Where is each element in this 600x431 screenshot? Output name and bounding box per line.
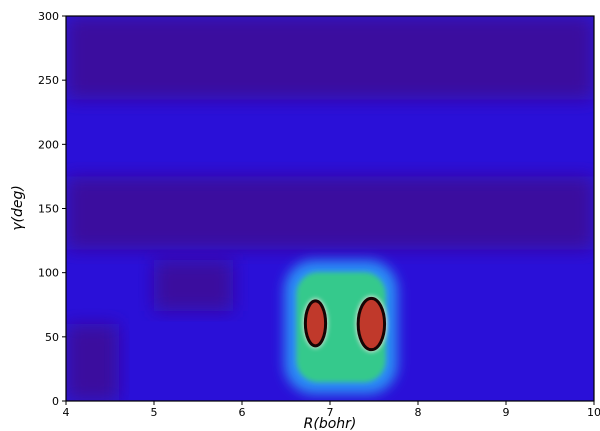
heatmap-peak-5 xyxy=(303,298,328,348)
heatmap-mid-region xyxy=(284,260,398,395)
y-axis: 0 50 100 150 200 250 300 xyxy=(38,10,66,408)
x-tick-label: 4 xyxy=(63,406,70,419)
heatmap-peak-6 xyxy=(356,296,387,352)
y-tick-label: 200 xyxy=(38,138,59,151)
x-tick-label: 10 xyxy=(587,406,600,419)
heatmap-low-region xyxy=(66,16,594,100)
x-axis-title: R(bohr) xyxy=(304,416,357,431)
x-axis: 4 5 6 7 8 9 10 xyxy=(63,401,600,419)
heatmap-mid-core xyxy=(296,272,386,383)
y-tick-label: 150 xyxy=(38,203,59,216)
heatmap-peak-core xyxy=(356,296,387,352)
heatmap-low-region xyxy=(154,259,234,312)
y-tick-label: 100 xyxy=(38,267,59,280)
y-tick-label: 0 xyxy=(52,395,59,408)
x-tick-label: 6 xyxy=(239,406,246,419)
x-tick-label: 7 xyxy=(327,406,334,419)
y-tick-label: 300 xyxy=(38,10,59,23)
y-axis-title: γ(deg) xyxy=(10,185,26,231)
x-tick-label: 5 xyxy=(151,406,158,419)
x-tick-label: 8 xyxy=(415,406,422,419)
heatmap-regions xyxy=(66,16,594,401)
y-tick-label: 250 xyxy=(38,74,59,87)
y-tick-label: 50 xyxy=(45,331,59,344)
x-tick-label: 9 xyxy=(503,406,510,419)
heatmap-low-region xyxy=(66,324,119,401)
heatmap-peak-core xyxy=(303,299,328,348)
heatmap-low-region xyxy=(66,176,594,250)
